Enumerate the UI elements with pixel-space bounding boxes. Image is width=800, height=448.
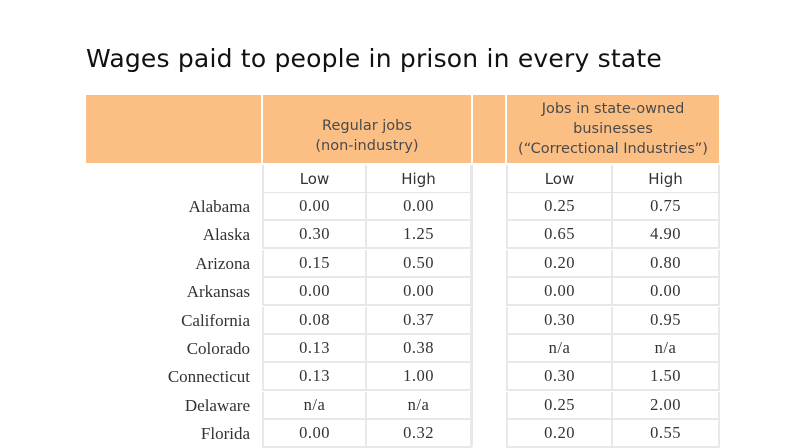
header-industry-line-2: businesses	[573, 121, 653, 137]
subheader-regular-high: High	[367, 165, 472, 193]
header-industry-line-1: Jobs in state-owned	[541, 101, 685, 117]
state-label: Colorado	[186, 339, 250, 358]
header-state-blank	[86, 95, 261, 163]
regular-low-cell: 0.15	[262, 250, 367, 278]
regular-high-cell: n/a	[367, 392, 472, 420]
regular-low-cell: n/a	[262, 392, 367, 420]
state-label: Arizona	[195, 254, 250, 273]
industry-low-cell: 0.65	[506, 221, 613, 249]
industry-high-cell: 2.00	[613, 392, 720, 420]
industry-high-cell: 0.80	[613, 250, 720, 278]
header-spacer	[473, 95, 505, 163]
industry-low-cell: 0.20	[506, 250, 613, 278]
industry-high-cell: 1.50	[613, 363, 720, 391]
industry-low-cell: n/a	[506, 335, 613, 363]
regular-low-cell: 0.00	[262, 278, 367, 306]
state-label: Florida	[200, 424, 250, 443]
regular-high-cell: 0.00	[367, 278, 472, 306]
regular-high-cell: 1.25	[367, 221, 472, 249]
regular-high-cell: 1.00	[367, 363, 472, 391]
regular-high-cell: 0.38	[367, 335, 472, 363]
regular-high-cell: 0.50	[367, 250, 472, 278]
regular-high-cell: 0.32	[367, 420, 472, 448]
regular-high-cell: 0.00	[367, 193, 472, 221]
header-correctional-industries: Jobs in state-owned businesses (“Correct…	[507, 95, 719, 163]
industry-high-cell: 0.55	[613, 420, 720, 448]
regular-low-cell: 0.13	[262, 335, 367, 363]
subheader-industry-low: Low	[506, 165, 613, 193]
subheader-industry-high: High	[613, 165, 720, 193]
state-label: California	[181, 311, 250, 330]
state-label: Alaska	[202, 225, 250, 244]
state-label: Arkansas	[186, 282, 250, 301]
regular-low-cell: 0.00	[262, 193, 367, 221]
state-label: Delaware	[184, 396, 250, 415]
header-industry-line-3: (“Correctional Industries”)	[518, 141, 708, 157]
industry-high-cell: 4.90	[613, 221, 720, 249]
industry-high-cell: 0.75	[613, 193, 720, 221]
state-label: Alabama	[188, 197, 250, 216]
industry-high-cell: 0.95	[613, 307, 720, 335]
regular-low-cell: 0.08	[262, 307, 367, 335]
industry-low-cell: 0.30	[506, 363, 613, 391]
industry-high-cell: n/a	[613, 335, 720, 363]
regular-high-cell: 0.37	[367, 307, 472, 335]
header-regular-line-1: Regular jobs	[322, 118, 412, 134]
industry-low-cell: 0.25	[506, 392, 613, 420]
industry-high-cell: 0.00	[613, 278, 720, 306]
industry-low-cell: 0.25	[506, 193, 613, 221]
regular-low-cell: 0.30	[262, 221, 367, 249]
state-label: Connecticut	[167, 367, 250, 386]
industry-low-cell: 0.20	[506, 420, 613, 448]
page-title: Wages paid to people in prison in every …	[86, 44, 662, 73]
spacer-divider-line	[471, 165, 473, 447]
regular-low-cell: 0.00	[262, 420, 367, 448]
header-regular-line-2: (non-industry)	[315, 138, 419, 154]
industry-low-cell: 0.00	[506, 278, 613, 306]
header-regular-jobs: Regular jobs (non-industry)	[263, 95, 471, 163]
regular-low-cell: 0.13	[262, 363, 367, 391]
subheader-regular-low: Low	[262, 165, 367, 193]
industry-low-cell: 0.30	[506, 307, 613, 335]
